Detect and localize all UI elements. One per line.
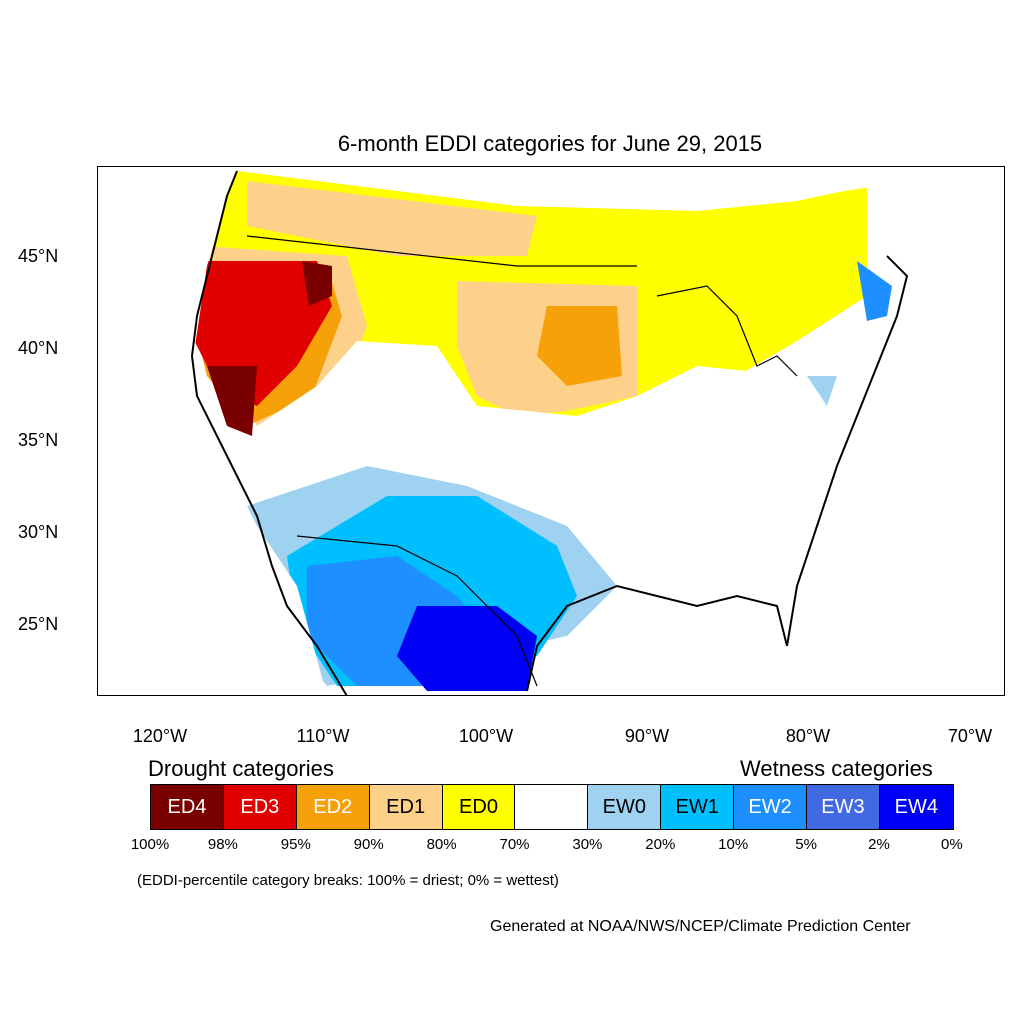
coastline-west — [190, 170, 348, 696]
lon-label-100w: 100°W — [458, 726, 514, 746]
category-legend: ED4 ED3 ED2 ED1 ED0 EW0 EW1 EW2 EW3 EW4 — [150, 784, 954, 830]
legend-box-ed3: ED3 — [223, 785, 297, 829]
region-ed2-plains — [537, 306, 622, 386]
break-label: 70% — [499, 836, 530, 853]
legend-box-ed2: ED2 — [296, 785, 370, 829]
great-lakes — [656, 285, 798, 377]
break-label: 90% — [353, 836, 384, 853]
break-label: 10% — [718, 836, 749, 853]
break-label: 5% — [795, 836, 817, 853]
break-label: 2% — [868, 836, 890, 853]
credit-text: Generated at NOAA/NWS/NCEP/Climate Predi… — [490, 918, 911, 935]
border-mexico — [296, 535, 538, 687]
legend-box-ew3: EW3 — [807, 785, 880, 829]
drought-categories-heading: Drought categories — [148, 756, 334, 781]
region-ew1-northeast — [857, 261, 892, 321]
legend-box-ew2: EW2 — [734, 785, 808, 829]
break-label: 80% — [426, 836, 457, 853]
break-label: 30% — [572, 836, 603, 853]
lon-label-110w: 110°W — [296, 726, 350, 746]
lat-label-30: 30°N — [18, 522, 59, 542]
legend-box-ew1: EW1 — [661, 785, 735, 829]
wetness-categories-heading: Wetness categories — [740, 756, 933, 781]
region-neutral — [257, 341, 817, 596]
legend-box-ed0: ED0 — [442, 785, 516, 829]
category-note: (EDDI-percentile category breaks: 100% =… — [137, 872, 559, 889]
region-ew0-coast — [807, 376, 837, 406]
ocean-atlantic — [777, 286, 1005, 696]
break-label: 20% — [645, 836, 676, 853]
coastline-gulf — [526, 584, 788, 692]
lat-label-40: 40°N — [18, 338, 59, 358]
region-ed4-west — [302, 261, 332, 306]
legend-box-ed4: ED4 — [151, 785, 224, 829]
region-ew4 — [397, 606, 537, 691]
lon-label-80w: 80°W — [785, 726, 831, 746]
coastline-east — [786, 255, 909, 647]
legend-box-neutral — [515, 785, 589, 829]
ocean-pacific — [97, 166, 327, 696]
region-ed1-north — [247, 181, 537, 256]
lat-label-35: 35°N — [18, 430, 59, 450]
lat-label-25: 25°N — [18, 614, 59, 634]
region-ed4-california — [207, 366, 257, 436]
canada-north — [237, 166, 1005, 206]
border-canada — [246, 235, 637, 267]
break-label: 100% — [130, 836, 170, 853]
break-label: 95% — [280, 836, 311, 853]
eddi-map — [97, 166, 1005, 696]
lon-label-120w: 120°W — [132, 726, 188, 746]
lat-label-45: 45°N — [18, 246, 59, 266]
break-label: 98% — [207, 836, 238, 853]
break-label: 0% — [941, 836, 963, 853]
lon-label-70w: 70°W — [947, 726, 993, 746]
legend-box-ew4: EW4 — [879, 785, 953, 829]
ocean-gulf — [527, 586, 787, 696]
legend-box-ed1: ED1 — [369, 785, 443, 829]
map-title: 6-month EDDI categories for June 29, 201… — [337, 131, 763, 156]
lon-label-90w: 90°W — [624, 726, 670, 746]
legend-box-ew0: EW0 — [588, 785, 662, 829]
